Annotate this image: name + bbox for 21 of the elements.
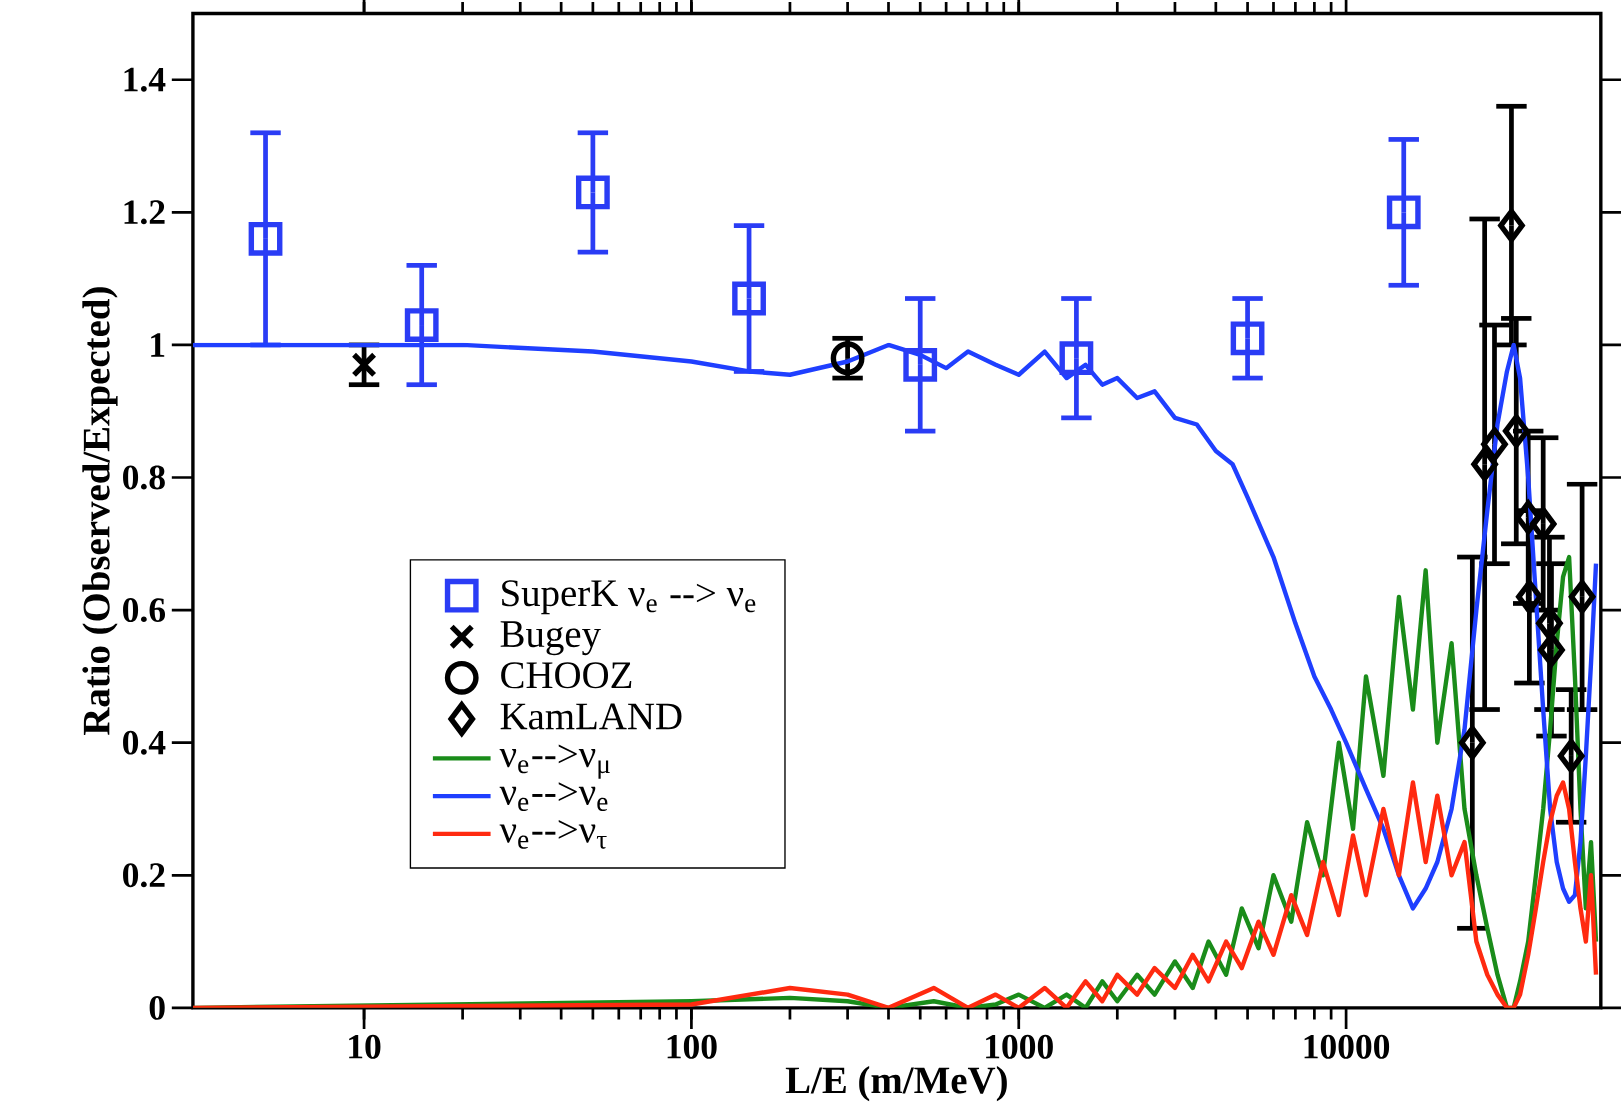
y-tick-label: 0.2 [123, 863, 165, 888]
x-tick-label: 100 [667, 1034, 717, 1059]
y-tick-label: 0.6 [123, 597, 166, 622]
y-tick-label: 0.4 [123, 730, 166, 755]
x-tick-label: 1000 [986, 1034, 1053, 1059]
x-tick-label: 10 [349, 1034, 381, 1059]
legend-label: KamLAND [500, 703, 682, 730]
legend-label: ν$_{e}$-->ν$_{e}$ [499, 782, 608, 811]
y-tick-label: 1.2 [124, 200, 165, 225]
y-tick-label: 0.8 [123, 465, 165, 490]
legend-label: SuperK ν$_{e}$ --> ν$_{e}$ [502, 579, 756, 614]
y-tick-label: 1 [151, 332, 165, 357]
legend-label: Bugey [500, 621, 601, 655]
x-axis-title: L/E (m/MeV) [785, 1065, 1007, 1102]
legend-label: CHOOZ [501, 662, 632, 689]
y-tick-label: 1.4 [124, 67, 166, 92]
legend-label: ν$_{e}$-->ν$_{μ}$ [499, 744, 610, 779]
legend-label: ν$_{e}$-->ν$_{τ}$ [499, 819, 607, 849]
x-tick-label: 10000 [1304, 1034, 1390, 1059]
y-tick-label: 0 [149, 995, 165, 1020]
y-axis-title: Ratio (Observed/Expected) [82, 287, 118, 735]
